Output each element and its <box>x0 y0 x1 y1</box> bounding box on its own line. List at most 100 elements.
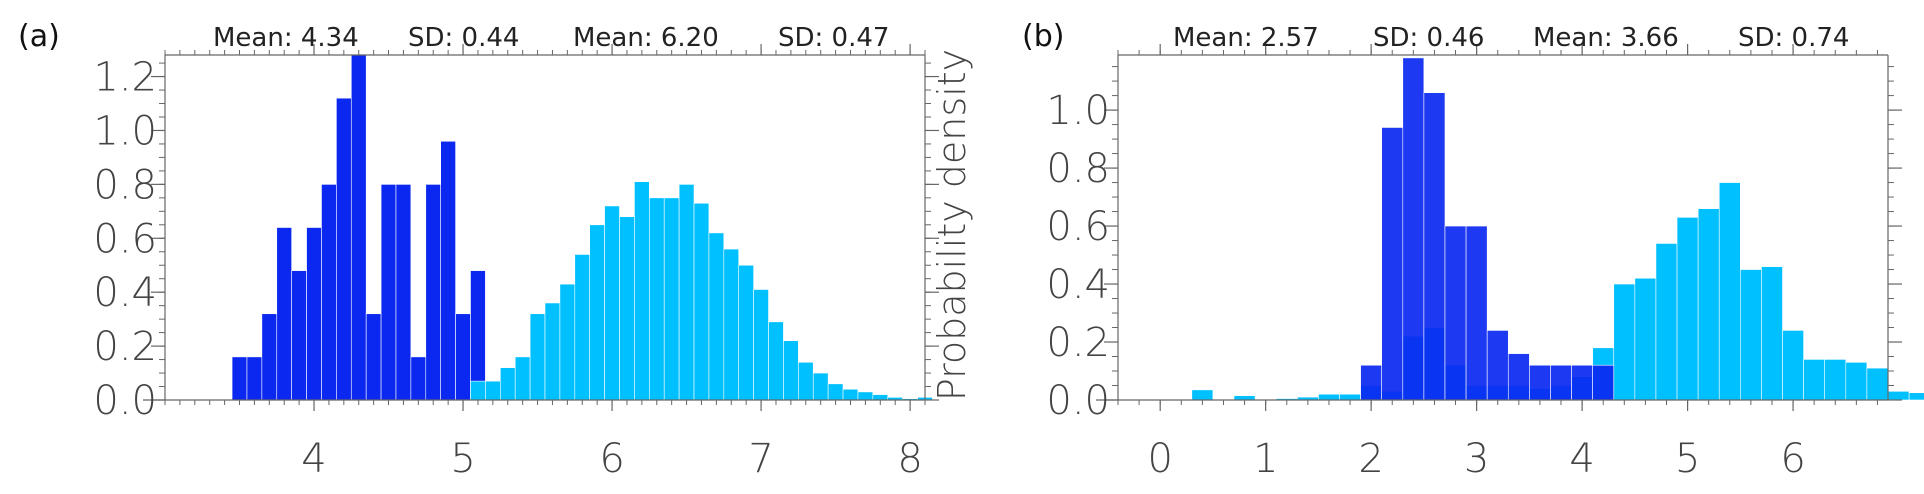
bar-light <box>634 181 650 401</box>
bar-light <box>514 356 531 401</box>
y-tick-label: 0.6 <box>1046 204 1110 250</box>
bar-light <box>1740 269 1762 401</box>
x-tick-label: 2 <box>1358 436 1383 482</box>
bar-dark <box>1423 92 1446 401</box>
bar-light <box>1824 359 1847 401</box>
stat-annotation: Mean: 3.66 <box>1533 23 1679 53</box>
x-tick-label: 6 <box>1780 436 1805 482</box>
y-tick-label: 0.4 <box>1046 262 1110 308</box>
bar-dark <box>321 184 337 401</box>
stat-annotation: SD: 0.44 <box>408 23 519 53</box>
bar-dark <box>1381 127 1404 401</box>
bar-light <box>842 388 859 401</box>
stat-annotation: SD: 0.47 <box>778 23 889 53</box>
bar-dark <box>1402 57 1425 401</box>
bar-light <box>1191 389 1214 401</box>
bar-light <box>1908 392 1924 401</box>
bar-light <box>798 361 814 401</box>
bar-light <box>1761 266 1783 401</box>
bar-light <box>1634 277 1657 401</box>
bar-dark <box>261 313 278 401</box>
bar-dark <box>455 313 471 401</box>
bar-light <box>589 224 605 401</box>
bar-dark <box>1592 364 1615 401</box>
x-tick-label: 5 <box>450 436 475 482</box>
bar-light <box>857 391 874 401</box>
bar-dark <box>380 184 397 401</box>
bar-light <box>783 340 799 401</box>
bar-dark <box>246 356 263 401</box>
bar-light <box>693 202 710 401</box>
y-tick-label: 0.4 <box>93 270 157 316</box>
bar-light <box>1655 243 1678 401</box>
stat-annotation: Mean: 6.20 <box>573 23 719 53</box>
bar-light <box>1866 367 1889 401</box>
bar-dark <box>1360 364 1382 401</box>
bar-dark <box>1571 364 1593 401</box>
bar-light <box>1318 393 1340 401</box>
bar-light <box>1233 395 1256 401</box>
y-tick-label: 0.0 <box>1046 378 1110 424</box>
bar-light <box>1676 217 1699 401</box>
bar-light <box>1887 391 1910 401</box>
bar-dark <box>1529 364 1551 401</box>
x-tick-label: 1 <box>1253 436 1278 482</box>
bar-light <box>1339 393 1361 401</box>
stat-annotation: SD: 0.46 <box>1373 23 1484 53</box>
bar-dark <box>231 356 248 401</box>
y-tick-label: 0.8 <box>93 162 157 208</box>
bar-light <box>1782 330 1804 401</box>
bar-light <box>470 380 486 401</box>
bar-light <box>559 283 576 401</box>
y-axis-title: Probability density <box>930 49 974 401</box>
bar-dark <box>276 227 292 401</box>
bar-dark <box>291 270 307 401</box>
bar-light <box>753 289 769 401</box>
x-tick-label: 5 <box>1675 436 1700 482</box>
bar-light <box>738 264 754 401</box>
bar-light <box>768 321 784 401</box>
bar-light <box>827 383 844 401</box>
bar-dark <box>1465 225 1488 401</box>
bar-light <box>649 197 665 401</box>
bar-dark <box>1507 353 1530 401</box>
x-tick-label: 4 <box>1569 436 1594 482</box>
bar-dark <box>306 227 322 401</box>
bar-dark <box>470 270 486 401</box>
panel-label: (b) <box>1022 19 1064 54</box>
bar-light <box>723 248 740 401</box>
y-tick-label: 0.8 <box>1046 146 1110 192</box>
panel-a: 4 5 6 7 8 0.0 0.2 0.4 0.6 0.8 1.0 1.2 Mean: 4.34 SD: … <box>18 19 974 482</box>
bar-light <box>1697 208 1720 401</box>
y-tick-label: 0.6 <box>93 216 157 262</box>
bar-dark <box>425 184 441 401</box>
panel-b: 0 1 2 3 4 5 6 0.0 0.2 0.4 0.6 0.8 1.0 Mean: 2.57 SD: 0… <box>1022 19 1924 482</box>
bar-dark <box>365 313 382 401</box>
x-tick-label: 8 <box>897 436 922 482</box>
bar-light <box>529 313 546 401</box>
y-tick-label: 1.0 <box>93 108 157 154</box>
y-tick-label: 0.0 <box>93 378 157 424</box>
y-tick-label: 0.2 <box>93 324 157 370</box>
x-tick-label: 4 <box>301 436 326 482</box>
bar-light <box>604 205 620 401</box>
bar-light <box>663 197 680 401</box>
x-tick-label: 3 <box>1464 436 1489 482</box>
y-tick-label: 0.2 <box>1046 320 1110 366</box>
bar-light <box>812 372 829 401</box>
x-tick-label: 6 <box>599 436 624 482</box>
bar-light <box>619 216 635 401</box>
bar-dark <box>1444 225 1467 401</box>
bar-dark <box>350 54 367 401</box>
bar-dark <box>395 184 412 401</box>
bar-light <box>1613 283 1636 401</box>
bar-light <box>544 302 561 401</box>
bar-light <box>499 367 516 401</box>
panel-label: (a) <box>18 19 60 54</box>
bar-light <box>872 394 889 401</box>
stat-annotation: Mean: 2.57 <box>1173 23 1319 53</box>
bar-light <box>485 380 501 401</box>
stat-annotation: Mean: 4.34 <box>213 23 359 53</box>
bar-light <box>708 232 725 401</box>
